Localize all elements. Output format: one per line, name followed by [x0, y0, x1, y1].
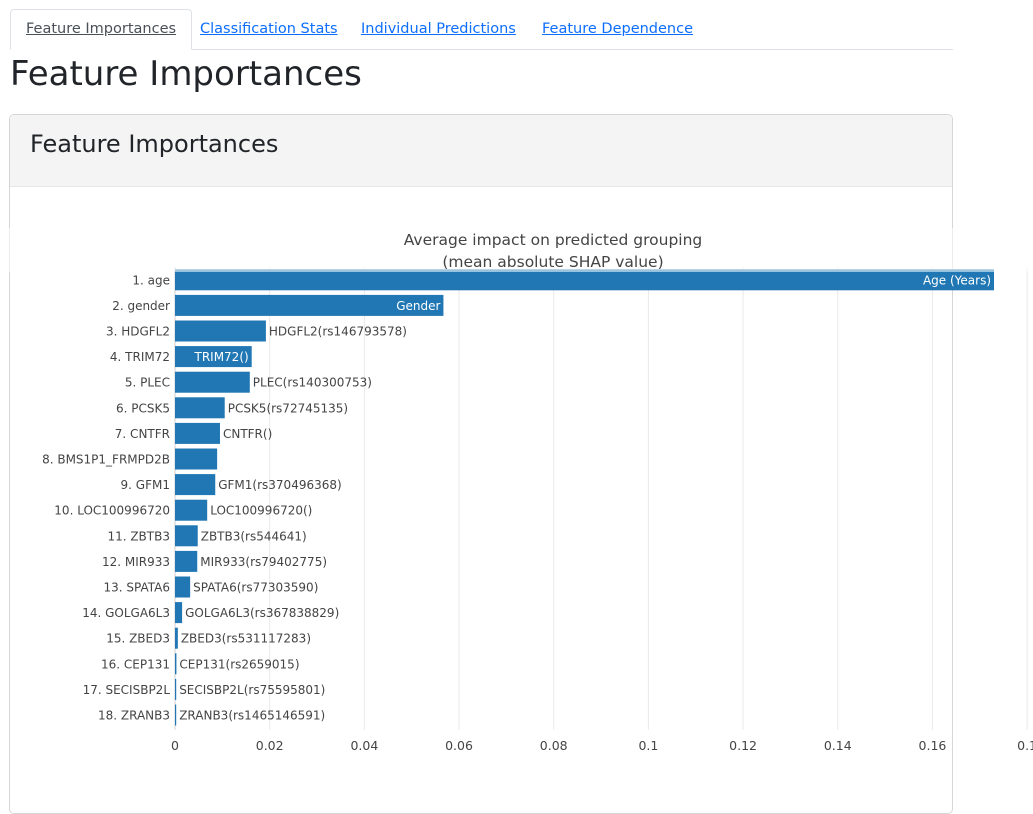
bar[interactable]: [175, 346, 252, 368]
bar[interactable]: [175, 499, 208, 521]
y-category-label: 6. PCSK5: [116, 401, 170, 415]
y-category-label: 14. GOLGA6L3: [82, 606, 170, 620]
bar-label: SECISBP2L(rs75595801): [179, 683, 325, 697]
y-category-label: 7. CNTFR: [115, 427, 170, 441]
x-tick-label: 0.06: [445, 738, 473, 753]
bar[interactable]: [175, 525, 198, 547]
bar[interactable]: [175, 678, 177, 700]
chart-bars: Age (Years) Gender HDGFL2(rs146793578) TRIM…: [175, 269, 994, 726]
y-category-label: 12. MIR933: [102, 555, 170, 569]
bar[interactable]: [175, 550, 198, 572]
bar-label: SPATA6(rs77303590): [193, 581, 318, 595]
y-category-label: 4. TRIM72: [110, 350, 170, 364]
chart-title-backdrop: [0, 228, 1033, 272]
bar-label: MIR933(rs79402775): [200, 555, 327, 569]
bar-label: PLEC(rs140300753): [253, 376, 372, 390]
bar-label: ZRANB3(rs1465146591): [179, 709, 325, 723]
bar[interactable]: [175, 704, 177, 726]
y-category-label: 9. GFM1: [121, 478, 170, 492]
chart-x-ticks: 0 0.02 0.04 0.06 0.08 0.1 0.12 0.14 0.16 0.1: [171, 738, 1033, 753]
tab-feature-dependence[interactable]: Feature Dependence: [542, 21, 694, 37]
bar[interactable]: [175, 371, 250, 393]
chart-y-labels: 1. age 2. gender 3. HDGFL2 4. TRIM72 5. PLEC…: [42, 273, 170, 722]
bar[interactable]: [175, 653, 177, 675]
y-category-label: 16. CEP131: [101, 657, 170, 671]
y-category-label: 17. SECISBP2L: [83, 683, 171, 697]
chart-subtitle: (mean absolute SHAP value): [442, 253, 663, 271]
tab-feature-importances[interactable]: Feature Importances: [10, 9, 193, 50]
bar[interactable]: [175, 627, 178, 649]
x-tick-label: 0.08: [540, 738, 568, 753]
y-category-label: 8. BMS1P1_FRMPD2B: [42, 453, 170, 467]
bar-label: ZBTB3(rs544641): [201, 529, 307, 543]
bar[interactable]: [175, 294, 444, 316]
y-category-label: 1. age: [132, 273, 170, 287]
bar[interactable]: [175, 602, 183, 624]
y-category-label: 5. PLEC: [125, 376, 170, 390]
bar[interactable]: [175, 269, 994, 291]
y-category-label: 11. ZBTB3: [107, 529, 170, 543]
x-tick-label: 0.1: [638, 738, 658, 753]
tab-bar: Feature Importances Classification Stats…: [10, 9, 953, 50]
tab-individual-predictions[interactable]: Individual Predictions: [361, 21, 516, 37]
bar-label: PCSK5(rs72745135): [228, 401, 348, 415]
bar-label: LOC100996720(): [210, 504, 312, 518]
chart-grid: [174, 267, 1028, 730]
bar[interactable]: [175, 474, 216, 496]
bar[interactable]: [175, 397, 225, 419]
card-title: Feature Importances: [30, 130, 279, 158]
x-tick-label: 0.14: [824, 738, 852, 753]
x-tick-label: 0.1: [1017, 738, 1033, 753]
bar[interactable]: [175, 320, 266, 342]
y-category-label: 3. HDGFL2: [106, 325, 170, 339]
x-tick-label: 0: [171, 738, 179, 753]
y-category-label: 2. gender: [112, 299, 170, 313]
x-tick-label: 0.04: [350, 738, 378, 753]
y-category-label: 13. SPATA6: [103, 581, 170, 595]
x-tick-label: 0.12: [729, 738, 757, 753]
chart-title: Average impact on predicted grouping: [404, 231, 703, 249]
bar-label: CEP131(rs2659015): [179, 657, 299, 671]
x-tick-label: 0.16: [919, 738, 947, 753]
card-header: Feature Importances: [10, 115, 952, 187]
y-category-label: 15. ZBED3: [106, 632, 170, 646]
bar-label: HDGFL2(rs146793578): [269, 325, 407, 339]
bar[interactable]: [175, 448, 218, 470]
bar-label: CNTFR(): [223, 427, 272, 441]
y-category-label: 18. ZRANB3: [98, 709, 170, 723]
bar-label: GOLGA6L3(rs367838829): [185, 606, 339, 620]
x-tick-label: 0.02: [256, 738, 284, 753]
bar-label: GFM1(rs370496368): [218, 478, 341, 492]
page-title: Feature Importances: [10, 54, 362, 94]
bar[interactable]: [175, 422, 220, 444]
y-category-label: 10. LOC100996720: [54, 504, 170, 518]
bar-label: Age (Years): [923, 273, 991, 287]
bar[interactable]: [175, 576, 191, 598]
bar-label: ZBED3(rs531117283): [181, 632, 311, 646]
bar-label: TRIM72(): [193, 350, 248, 364]
tab-classification-stats[interactable]: Classification Stats: [200, 21, 338, 37]
feature-importance-chart[interactable]: Age (Years) Gender HDGFL2(rs146793578) TRIM…: [0, 225, 1033, 755]
bar-label: Gender: [396, 299, 440, 313]
